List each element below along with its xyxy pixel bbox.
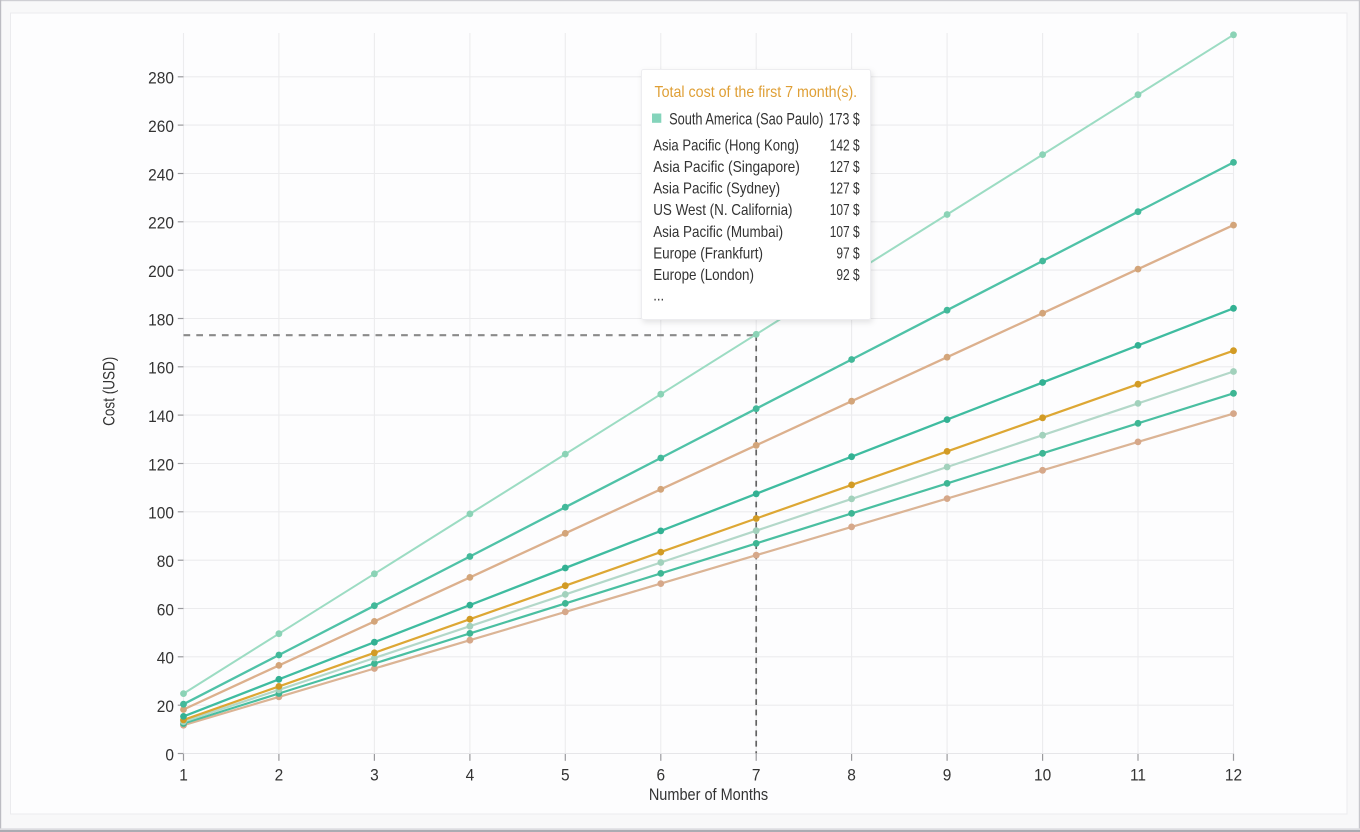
svg-text:7: 7 xyxy=(752,766,761,785)
svg-text:40: 40 xyxy=(157,649,174,668)
svg-text:0: 0 xyxy=(165,746,174,765)
svg-text:12: 12 xyxy=(1225,766,1242,785)
svg-text:3: 3 xyxy=(370,766,379,785)
svg-text:Asia Pacific (Hong Kong): Asia Pacific (Hong Kong) xyxy=(653,137,799,154)
svg-text:160: 160 xyxy=(148,359,174,378)
svg-text:180: 180 xyxy=(148,311,174,330)
svg-text:20: 20 xyxy=(157,697,174,716)
svg-text:10: 10 xyxy=(1034,766,1051,785)
svg-text:140: 140 xyxy=(148,407,174,426)
svg-text:Asia Pacific (Mumbai): Asia Pacific (Mumbai) xyxy=(653,224,783,241)
svg-text:2: 2 xyxy=(275,766,284,785)
svg-text:11: 11 xyxy=(1130,766,1146,785)
svg-text:107 $: 107 $ xyxy=(830,200,860,218)
svg-text:142 $: 142 $ xyxy=(830,136,860,154)
svg-text:97 $: 97 $ xyxy=(836,244,859,262)
svg-text:Cost (USD): Cost (USD) xyxy=(100,357,119,426)
svg-text:Asia Pacific (Singapore): Asia Pacific (Singapore) xyxy=(653,158,800,176)
svg-text:...: ... xyxy=(653,287,664,304)
svg-text:127 $: 127 $ xyxy=(830,157,860,175)
svg-text:1: 1 xyxy=(179,766,188,785)
svg-text:100: 100 xyxy=(148,504,174,523)
svg-text:US West (N. California): US West (N. California) xyxy=(653,202,792,219)
svg-text:127 $: 127 $ xyxy=(830,179,860,197)
svg-text:280: 280 xyxy=(148,69,174,88)
svg-text:260: 260 xyxy=(148,117,174,136)
svg-text:Europe (Frankfurt): Europe (Frankfurt) xyxy=(653,245,763,262)
svg-text:173 $: 173 $ xyxy=(829,111,860,129)
svg-text:9: 9 xyxy=(943,766,952,785)
svg-text:5: 5 xyxy=(561,766,570,785)
svg-text:80: 80 xyxy=(157,552,174,571)
svg-text:60: 60 xyxy=(157,601,174,620)
svg-text:120: 120 xyxy=(148,456,174,475)
svg-text:240: 240 xyxy=(148,166,174,185)
svg-text:4: 4 xyxy=(466,766,475,785)
svg-text:107 $: 107 $ xyxy=(830,222,860,240)
svg-text:8: 8 xyxy=(847,766,856,785)
svg-text:Europe (London): Europe (London) xyxy=(653,267,754,284)
svg-text:South America (Sao Paulo): South America (Sao Paulo) xyxy=(669,111,823,129)
svg-text:92 $: 92 $ xyxy=(836,265,859,283)
svg-text:Total cost of the first 7 mont: Total cost of the first 7 month(s). xyxy=(655,84,858,101)
svg-text:Number of Months: Number of Months xyxy=(649,786,769,804)
svg-text:200: 200 xyxy=(148,262,174,281)
svg-text:6: 6 xyxy=(656,766,665,785)
svg-text:220: 220 xyxy=(148,214,174,233)
svg-text:Asia Pacific (Sydney): Asia Pacific (Sydney) xyxy=(653,181,780,198)
